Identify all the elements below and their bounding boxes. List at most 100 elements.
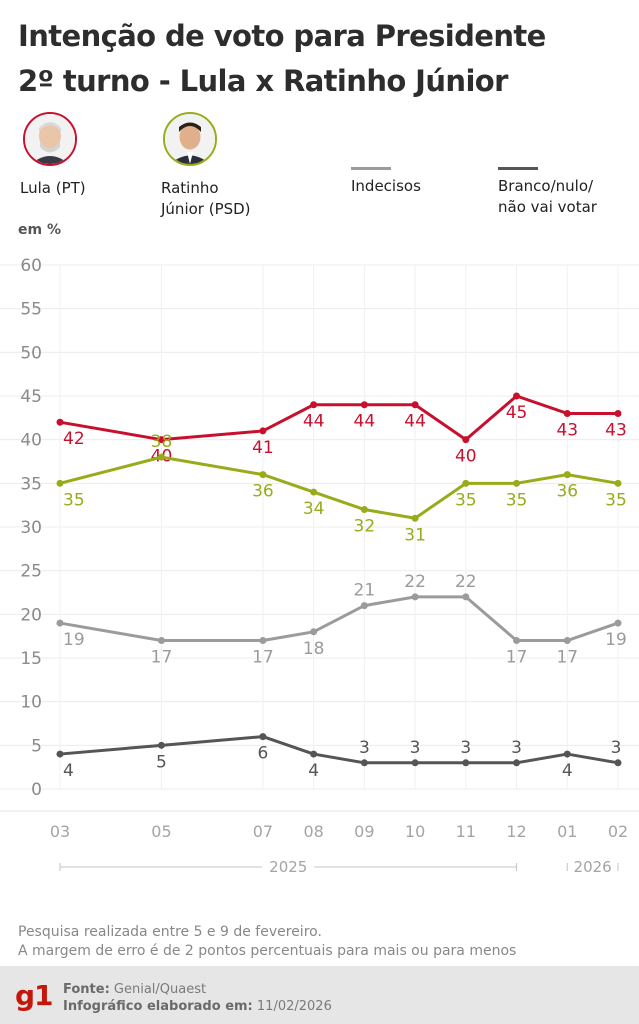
y-tick-label: 50	[20, 343, 42, 363]
data-point	[614, 619, 622, 627]
data-label: 3	[511, 738, 522, 758]
data-point	[614, 479, 622, 487]
data-label: 6	[257, 744, 268, 764]
data-label: 3	[460, 738, 471, 758]
legend-indecisos-label: Indecisos	[351, 177, 421, 195]
x-tick-label: 08	[303, 822, 323, 841]
data-point	[411, 759, 419, 767]
data-point	[614, 759, 622, 767]
data-label: 42	[63, 429, 85, 449]
data-label: 36	[252, 482, 274, 502]
data-point	[157, 436, 165, 444]
survey-note-period: Pesquisa realizada entre 5 e 9 de fevere…	[18, 924, 322, 940]
data-point	[513, 759, 521, 767]
data-label: 18	[303, 639, 325, 659]
data-point	[157, 453, 165, 461]
data-label: 4	[63, 761, 74, 781]
data-point	[310, 488, 318, 496]
y-axis-unit-label: em %	[18, 222, 61, 238]
y-tick-label: 40	[20, 431, 42, 451]
data-point	[259, 733, 267, 741]
x-tick-label: 11	[456, 822, 476, 841]
source-value: Genial/Quaest	[113, 982, 207, 997]
data-label: 35	[605, 490, 627, 510]
data-label: 3	[359, 738, 370, 758]
data-point	[360, 602, 368, 610]
y-tick-label: 60	[20, 256, 42, 276]
data-point	[563, 471, 571, 479]
x-tick-label: 02	[608, 822, 628, 841]
x-tick-label: 09	[354, 822, 374, 841]
data-point	[259, 637, 267, 645]
legend-lula-label: Lula (PT)	[20, 179, 86, 197]
data-point	[513, 392, 521, 400]
series-line	[59, 455, 619, 520]
data-label: 22	[404, 572, 426, 592]
data-label: 17	[556, 648, 578, 668]
x-tick-label: 01	[557, 822, 577, 841]
data-point	[310, 401, 318, 409]
data-point	[259, 427, 267, 435]
y-tick-label: 0	[31, 780, 42, 800]
data-point	[411, 514, 419, 522]
y-tick-label: 10	[20, 693, 42, 713]
data-label: 17	[252, 648, 274, 668]
x-tick-label: 12	[506, 822, 526, 841]
data-label: 5	[156, 752, 167, 772]
series-line	[59, 595, 619, 643]
year-label: 2025	[269, 858, 307, 876]
data-label: 34	[303, 499, 325, 519]
data-point	[56, 479, 64, 487]
data-label: 4	[562, 761, 573, 781]
footer-credits: Fonte: Genial/Quaest Infográfico elabora…	[63, 981, 332, 1015]
data-label: 44	[404, 412, 426, 432]
legend-ratinho-label: Ratinho Júnior (PSD)	[161, 178, 251, 220]
data-label: 4	[308, 761, 319, 781]
data-label: 35	[455, 490, 477, 510]
data-point	[310, 628, 318, 636]
legend-branco-line2: não vai votar	[498, 198, 597, 216]
data-label: 43	[556, 420, 578, 440]
x-tick-label: 03	[50, 822, 70, 841]
data-label: 17	[151, 648, 173, 668]
chart-title: Intenção de voto para Presidente 2º turn…	[18, 14, 633, 104]
data-label: 17	[506, 648, 528, 668]
data-label: 38	[151, 432, 173, 452]
data-point	[259, 471, 267, 479]
data-label: 45	[506, 403, 528, 423]
data-point	[411, 593, 419, 601]
data-point	[411, 401, 419, 409]
data-label: 22	[455, 572, 477, 592]
data-label: 43	[605, 420, 627, 440]
data-label: 36	[556, 482, 578, 502]
y-tick-label: 45	[20, 387, 42, 407]
y-tick-label: 35	[20, 474, 42, 494]
data-point	[462, 759, 470, 767]
legend-branco-label: Branco/nulo/ não vai votar	[498, 176, 597, 218]
legend-ratinho-line1: Ratinho	[161, 179, 219, 197]
g1-logo: g1	[15, 979, 54, 1012]
data-point	[614, 409, 622, 417]
data-label: 3	[611, 738, 622, 758]
made-label: Infográfico elaborado em:	[63, 999, 253, 1014]
data-label: 31	[404, 525, 426, 545]
made-value: 11/02/2026	[256, 999, 332, 1014]
data-point	[462, 593, 470, 601]
y-tick-label: 30	[20, 518, 42, 538]
data-point	[462, 479, 470, 487]
chart-title-line2: 2º turno - Lula x Ratinho Júnior	[18, 64, 508, 98]
data-label: 35	[506, 490, 528, 510]
source-label: Fonte:	[63, 982, 110, 997]
data-label: 35	[63, 490, 85, 510]
y-tick-label: 15	[20, 649, 42, 669]
legend-branco-line	[498, 167, 538, 170]
data-point	[513, 479, 521, 487]
data-label: 44	[354, 412, 376, 432]
footer: g1 Fonte: Genial/Quaest Infográfico elab…	[0, 966, 639, 1024]
y-tick-label: 20	[20, 605, 42, 625]
series-line	[59, 394, 618, 442]
data-point	[462, 436, 470, 444]
data-point	[563, 637, 571, 645]
legend-indecisos-line	[351, 167, 391, 170]
